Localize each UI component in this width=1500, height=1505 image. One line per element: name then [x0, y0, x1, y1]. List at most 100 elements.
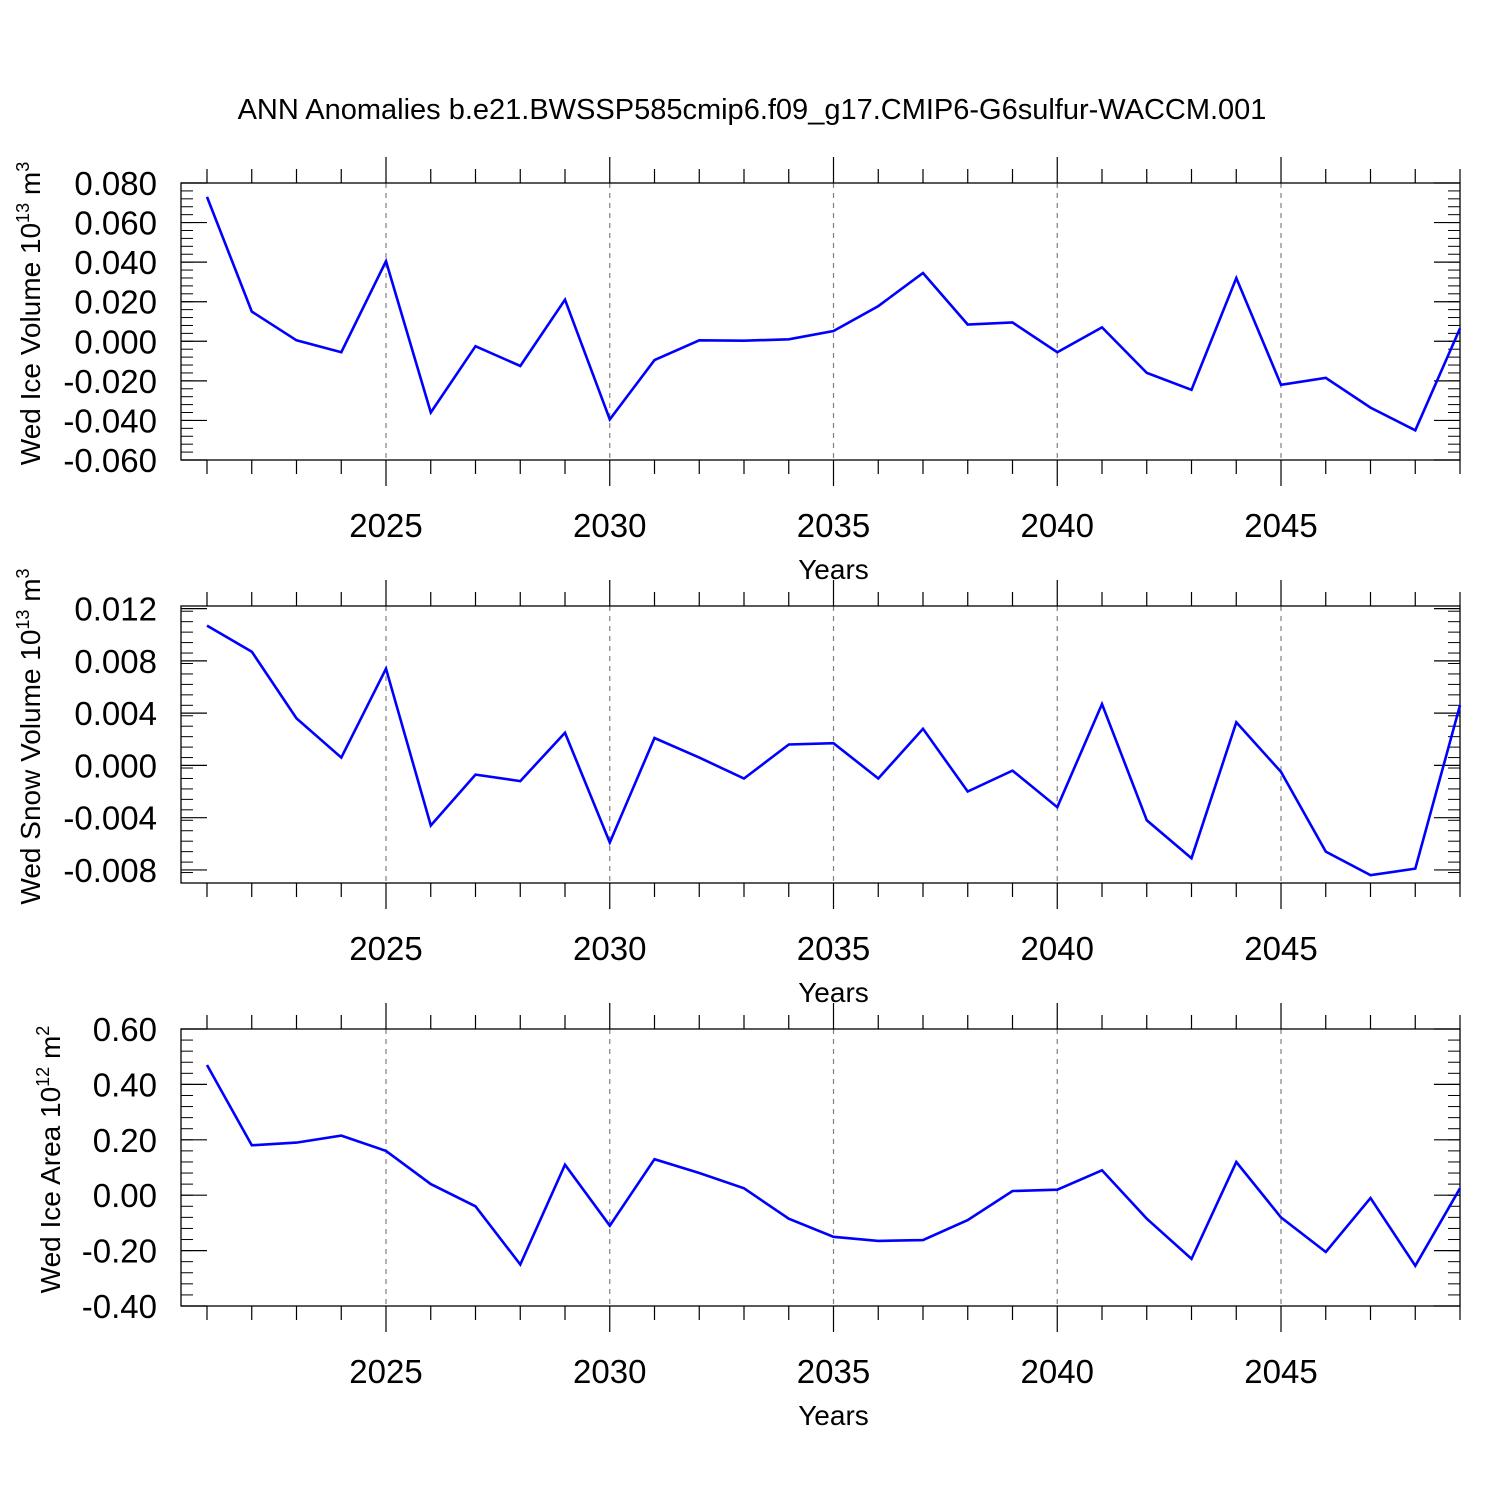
x-axis-title: Years	[798, 1400, 869, 1431]
data-point	[250, 650, 254, 654]
data-point	[966, 322, 970, 326]
data-point	[1279, 383, 1283, 387]
data-point	[1369, 406, 1373, 410]
data-point	[384, 259, 388, 263]
data-point	[339, 350, 343, 354]
y-axis-title-exponent: 13	[13, 610, 33, 630]
y-tick-label: 0.40	[93, 1066, 157, 1103]
y-axis-title: Wed Snow Volume 1013 m3	[13, 568, 46, 904]
data-point	[1458, 1186, 1462, 1190]
data-point	[295, 338, 299, 342]
x-tick-label: 2030	[573, 507, 646, 544]
data-point	[1055, 1188, 1059, 1192]
data-point	[384, 1149, 388, 1153]
y-tick-label: 0.020	[74, 284, 157, 321]
y-tick-label: 0.080	[74, 165, 157, 202]
data-point	[384, 667, 388, 671]
y-axis-title-unit-exponent: 3	[13, 568, 33, 578]
y-tick-label: 0.012	[74, 591, 157, 628]
data-point	[832, 1235, 836, 1239]
x-tick-label: 2045	[1244, 1353, 1317, 1390]
data-point	[697, 756, 701, 760]
data-point	[1279, 1215, 1283, 1219]
plot-frame	[180, 182, 1461, 461]
plot-frame	[180, 1028, 1461, 1307]
data-point	[697, 338, 701, 342]
x-tick-label: 2040	[1021, 930, 1094, 967]
data-point	[429, 1182, 433, 1186]
data-point	[608, 1224, 612, 1228]
series-line	[205, 1064, 1462, 1269]
x-tick-label: 2035	[797, 930, 870, 967]
data-point	[1324, 376, 1328, 380]
data-point	[1011, 320, 1015, 324]
chart-panel-2: -0.008 -0.004 0.000 0.004 0.008 0.012 2025 2030…	[13, 568, 1462, 1008]
data-point	[518, 779, 522, 783]
y-tick-label: -0.40	[82, 1288, 157, 1325]
data-point	[518, 1262, 522, 1266]
data-point	[832, 741, 836, 745]
data-point	[1055, 805, 1059, 809]
y-tick-label: 0.000	[74, 323, 157, 360]
x-axis-title: Years	[798, 977, 869, 1008]
y-tick-label: 0.060	[74, 205, 157, 242]
data-point	[250, 1143, 254, 1147]
data-point	[742, 1186, 746, 1190]
x-tick-label: 2045	[1244, 930, 1317, 967]
data-point	[339, 756, 343, 760]
data-point	[1413, 428, 1417, 432]
data-point	[787, 1217, 791, 1221]
data-point	[563, 731, 567, 735]
data-point	[876, 776, 880, 780]
data-point	[653, 736, 657, 740]
panels: -0.060-0.040-0.0200.0000.0200.0400.0600.…	[13, 157, 1462, 1431]
y-tick-label: 0.00	[93, 1177, 157, 1214]
data-point	[1413, 867, 1417, 871]
x-tick-label: 2040	[1021, 507, 1094, 544]
y-axis-title-unit-exponent: 3	[13, 162, 33, 172]
data-point	[1055, 350, 1059, 354]
data-point	[429, 411, 433, 415]
x-tick-label: 2025	[349, 930, 422, 967]
data-point	[1100, 702, 1104, 706]
y-tick-label: -0.20	[82, 1233, 157, 1270]
x-tick-label: 2025	[349, 1353, 422, 1390]
chart-title: ANN Anomalies b.e21.BWSSP585cmip6.f09_g1…	[238, 94, 1267, 126]
chart-panel-1: -0.060-0.040-0.0200.0000.0200.0400.0600.…	[13, 157, 1462, 585]
data-point	[474, 773, 478, 777]
data-point	[1369, 1196, 1373, 1200]
y-axis-title-main: Wed Snow Volume 10	[15, 630, 46, 905]
data-point	[1011, 1189, 1015, 1193]
y-tick-label: 0.20	[93, 1122, 157, 1159]
y-axis-title-unit: m	[15, 578, 46, 609]
y-axis-title-exponent: 13	[13, 203, 33, 223]
data-point	[518, 364, 522, 368]
data-point	[966, 1218, 970, 1222]
data-point	[1458, 326, 1462, 330]
data-point	[1324, 850, 1328, 854]
y-axis-title: Wed Ice Volume 1013 m3	[13, 162, 46, 465]
data-point	[1458, 703, 1462, 707]
data-point	[1234, 720, 1238, 724]
data-point	[1413, 1264, 1417, 1268]
x-tick-label: 2030	[573, 1353, 646, 1390]
data-point	[1190, 388, 1194, 392]
data-point	[205, 195, 209, 199]
data-point	[921, 271, 925, 275]
y-tick-label: 0.60	[93, 1011, 157, 1048]
data-point	[876, 1239, 880, 1243]
y-axis-title: Wed Ice Area 1012 m2	[33, 1026, 66, 1294]
data-point	[1100, 325, 1104, 329]
data-point	[1190, 1257, 1194, 1261]
x-tick-label: 2030	[573, 930, 646, 967]
data-point	[608, 417, 612, 421]
x-tick-label: 2025	[349, 507, 422, 544]
data-point	[1145, 1217, 1149, 1221]
data-point	[1369, 873, 1373, 877]
data-point	[832, 329, 836, 333]
chart-panel-3: -0.40 -0.20 0.00 0.20 0.40 0.60 2025 2030 2035 20…	[33, 1003, 1462, 1431]
data-point	[295, 716, 299, 720]
y-tick-label: 0.040	[74, 244, 157, 281]
series-line	[205, 196, 1462, 433]
